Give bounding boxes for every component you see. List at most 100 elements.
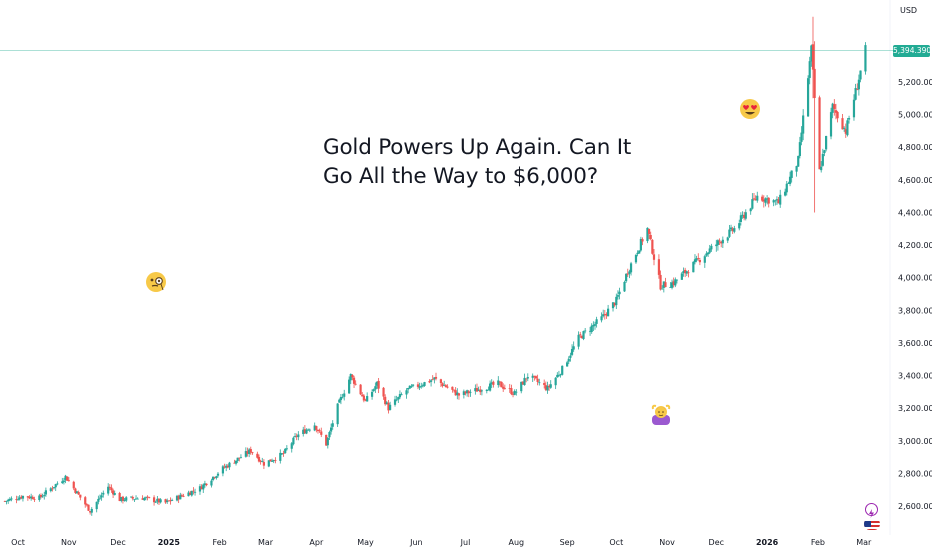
candle-body: [223, 466, 226, 468]
candle-body: [239, 457, 243, 459]
candle-body: [72, 481, 75, 489]
candle-body: [111, 490, 115, 495]
candle-body: [733, 228, 736, 232]
candle-body: [359, 384, 362, 395]
candle-body: [616, 295, 620, 297]
candle-body: [154, 501, 157, 503]
candle-body: [279, 452, 282, 461]
candle-body: [292, 437, 295, 445]
candle-body: [434, 376, 438, 379]
candle-body: [749, 208, 752, 212]
candle-body: [721, 239, 724, 244]
candle-body: [166, 500, 169, 503]
candle-body: [500, 381, 503, 388]
candle-body: [456, 392, 459, 396]
x-tick-label: Feb: [811, 538, 825, 547]
candle-body: [852, 99, 856, 118]
currency-label[interactable]: USD: [900, 6, 918, 15]
candle-body: [405, 390, 408, 395]
candle-body: [203, 483, 206, 486]
candle-body: [98, 497, 102, 499]
candle-body: [808, 61, 811, 78]
candle-body: [226, 465, 229, 468]
candle-body: [75, 491, 79, 494]
candle-body: [466, 390, 469, 394]
candle-body: [756, 195, 759, 201]
candle-body: [308, 429, 311, 431]
candle-body: [225, 465, 228, 468]
candle-body: [615, 296, 618, 306]
candle-body: [244, 451, 247, 457]
candle-body: [697, 258, 700, 259]
candle-body: [446, 386, 449, 388]
candle-body: [20, 496, 23, 499]
candle-body: [829, 112, 833, 137]
candle-body: [825, 136, 828, 150]
candle-body: [38, 495, 41, 500]
x-tick-label: Dec: [709, 538, 724, 547]
candle-body: [846, 120, 849, 136]
candle-body: [800, 132, 803, 142]
candle-body: [625, 273, 628, 282]
candle-body: [400, 394, 403, 396]
candle-body: [785, 183, 788, 193]
candle-body: [423, 382, 426, 386]
x-tick-label: Dec: [110, 538, 125, 547]
candle-body: [157, 498, 161, 503]
candle-body: [364, 399, 367, 401]
candle-body: [469, 391, 472, 393]
candle-body: [582, 331, 585, 340]
y-tick-label: 5,200.000: [898, 78, 932, 87]
candle-body: [603, 313, 606, 315]
candle-body: [246, 451, 249, 454]
candle-body: [297, 434, 300, 438]
y-tick-label: 3,200.000: [898, 404, 932, 413]
candle-body: [431, 379, 434, 381]
candle-body: [566, 362, 569, 367]
candle-body: [325, 434, 328, 446]
candle-body: [629, 263, 633, 273]
candle-body: [743, 214, 746, 219]
candle-body: [480, 390, 483, 392]
candle-body: [408, 385, 411, 389]
candle-body: [428, 381, 431, 383]
x-tick-label: Nov: [659, 538, 675, 547]
candle-body: [395, 399, 398, 401]
candle-body: [684, 269, 687, 274]
y-tick-label: 4,200.000: [898, 241, 932, 250]
candle-body: [751, 199, 754, 209]
lightning-widget-icon[interactable]: [865, 503, 878, 518]
candle-body: [664, 282, 667, 288]
candle-body: [21, 495, 25, 499]
candle-body: [329, 427, 333, 432]
candle-body: [416, 384, 420, 387]
candle-body: [720, 241, 723, 244]
candle-body: [144, 497, 147, 499]
candle-body: [348, 379, 351, 394]
candle-body: [10, 498, 13, 500]
candle-body: [339, 396, 343, 401]
candle-body: [175, 495, 179, 501]
candle-body: [570, 348, 574, 355]
us-flag-widget-icon[interactable]: [864, 518, 880, 530]
candle-body: [7, 499, 10, 502]
candle-body: [234, 460, 238, 464]
x-tick-label: Feb: [213, 538, 227, 547]
candle-body: [680, 273, 683, 280]
candle-body: [352, 377, 356, 384]
candle-body: [51, 488, 54, 490]
candle-body: [362, 395, 365, 401]
candle-body: [497, 380, 500, 386]
headline-line-2: Go All the Way to $6,000?: [323, 164, 598, 189]
candle-body: [595, 319, 598, 324]
candle-body: [806, 78, 810, 117]
candle-body: [726, 237, 729, 241]
candle-body: [646, 227, 649, 242]
candle-body: [488, 383, 492, 391]
candle-body: [443, 385, 446, 387]
candle-body: [398, 394, 402, 398]
candle-body: [682, 270, 685, 273]
candle-body: [626, 273, 629, 275]
